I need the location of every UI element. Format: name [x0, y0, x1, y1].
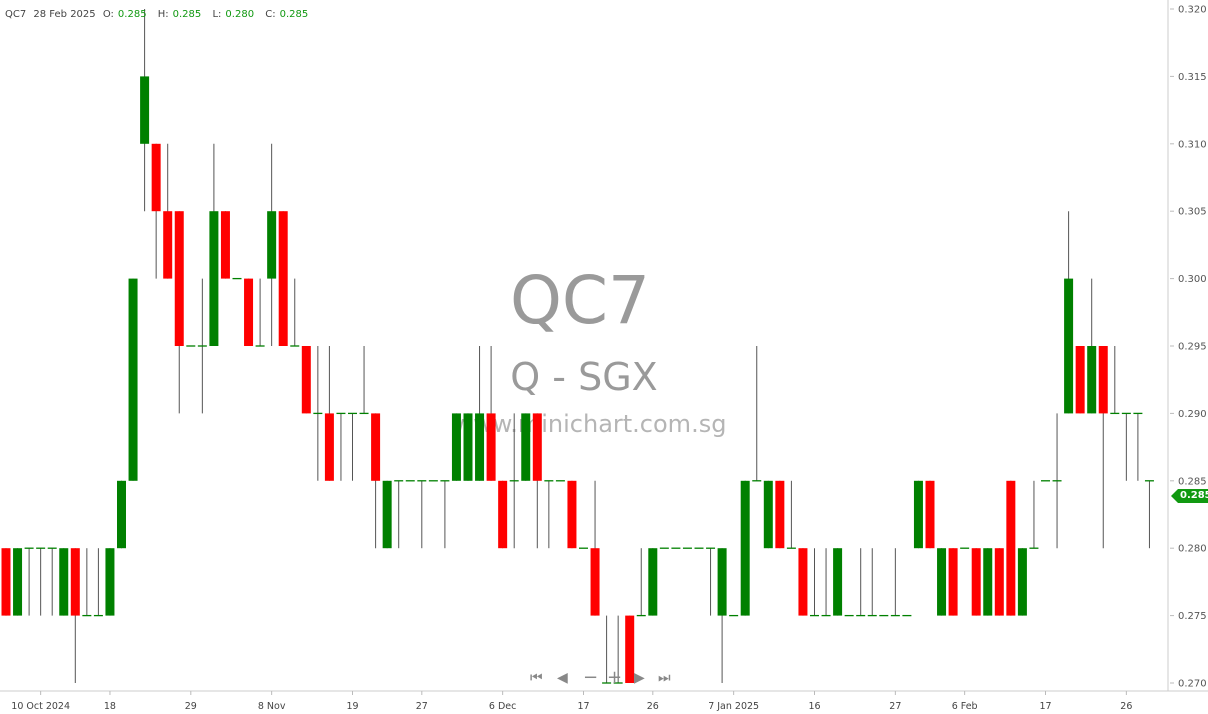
date-tick-label: 29: [185, 701, 197, 712]
price-tick-label: 0.315: [1178, 72, 1207, 83]
date-tick-label: 6 Feb: [952, 701, 978, 712]
candle-up: [105, 548, 115, 616]
candle-up: [983, 548, 993, 616]
date-tick-label: 27: [889, 701, 901, 712]
candle-down: [371, 413, 381, 481]
candle-up: [128, 278, 138, 481]
candle-up: [59, 548, 69, 616]
candle-up: [521, 413, 531, 481]
zoom-in-button[interactable]: +: [607, 667, 623, 688]
date-tick-label: 26: [647, 701, 659, 712]
candle-up: [717, 548, 727, 616]
price-tick-label: 0.320: [1178, 5, 1207, 16]
candle-down: [244, 278, 254, 346]
candle-down: [163, 211, 173, 279]
candle-up: [937, 548, 947, 616]
candle-down: [1098, 346, 1108, 414]
candle-down: [278, 211, 288, 346]
price-tick-label: 0.310: [1178, 139, 1207, 150]
candle-down: [324, 413, 334, 481]
price-tick-label: 0.290: [1178, 409, 1207, 420]
open-label: O:: [102, 9, 114, 20]
low-label: L:: [212, 9, 222, 20]
candle-up: [648, 548, 658, 616]
price-tick-label: 0.280: [1178, 544, 1207, 555]
candle-up: [13, 548, 23, 616]
date-tick-label: 6 Dec: [489, 701, 516, 712]
high-value: 0.285: [172, 9, 202, 20]
candle-down: [567, 480, 577, 549]
date-tick-label: 8 Nov: [258, 701, 286, 712]
date-tick-label: 17: [577, 701, 589, 712]
symbol-label: QC7: [5, 9, 27, 20]
next-page-button[interactable]: ▶: [634, 670, 645, 686]
date-tick-label: 10 Oct 2024: [11, 701, 70, 712]
candle-down: [220, 211, 230, 279]
candle-up: [1064, 278, 1074, 414]
candle-up: [1017, 548, 1027, 616]
candle-down: [1075, 346, 1085, 414]
candle-up: [140, 76, 150, 144]
candle-down: [971, 548, 981, 616]
first-page-button[interactable]: ⏮: [530, 670, 543, 686]
candle-down: [1, 548, 11, 616]
candle-down: [301, 346, 311, 414]
candle-down: [925, 480, 935, 549]
candle-down: [532, 413, 542, 481]
candle-up: [475, 413, 485, 481]
date-tick-label: 27: [416, 701, 428, 712]
high-label: H:: [157, 9, 169, 20]
price-tick-label: 0.270: [1178, 679, 1207, 690]
low-value: 0.280: [225, 9, 255, 20]
candle-up: [833, 548, 843, 616]
date-tick-label: 7 Jan 2025: [708, 701, 759, 712]
close-value: 0.285: [279, 9, 309, 20]
date-tick-label: 17: [1039, 701, 1051, 712]
candle-down: [1006, 480, 1016, 616]
candle-down: [994, 548, 1004, 616]
candle-up: [267, 211, 277, 279]
candle-down: [625, 615, 635, 683]
candle-up: [740, 480, 750, 616]
candle-down: [948, 548, 958, 616]
candle-down: [486, 413, 496, 481]
price-tick-label: 0.305: [1178, 207, 1207, 218]
candle-up: [209, 211, 219, 346]
candle-up: [382, 480, 392, 549]
last-price-tag: 0.285: [1171, 489, 1208, 503]
candle-up: [117, 480, 126, 549]
open-value: 0.285: [117, 9, 147, 20]
date-tick-label: 16: [808, 701, 820, 712]
zoom-out-button[interactable]: −: [583, 667, 599, 688]
candle-down: [70, 548, 80, 616]
date-tick-label: 18: [104, 701, 116, 712]
last-page-button[interactable]: ⏭: [658, 670, 671, 686]
candle-down: [775, 480, 785, 549]
candle-up: [1087, 346, 1097, 414]
candle-down: [798, 548, 808, 616]
price-tick-label: 0.300: [1178, 274, 1207, 285]
date-tick-label: 19: [346, 701, 358, 712]
candle-up: [763, 480, 773, 549]
candle-up: [463, 413, 473, 481]
candle-down: [590, 548, 600, 616]
candle-up: [451, 413, 461, 481]
ohlc-header: QC7 28 Feb 2025 O: 0.285 H: 0.285 L: 0.280 …: [5, 9, 316, 20]
price-tick-label: 0.285: [1178, 476, 1207, 487]
date-label: 28 Feb 2025: [33, 9, 96, 20]
price-tick-label: 0.295: [1178, 342, 1207, 353]
candle-up: [913, 480, 923, 549]
candle-down: [151, 143, 161, 212]
date-tick-label: 26: [1120, 701, 1132, 712]
price-tick-label: 0.275: [1178, 611, 1207, 622]
candle-down: [174, 211, 184, 346]
close-label: C:: [265, 9, 276, 20]
prev-page-button[interactable]: ◀: [557, 670, 568, 686]
candle-down: [498, 480, 508, 549]
